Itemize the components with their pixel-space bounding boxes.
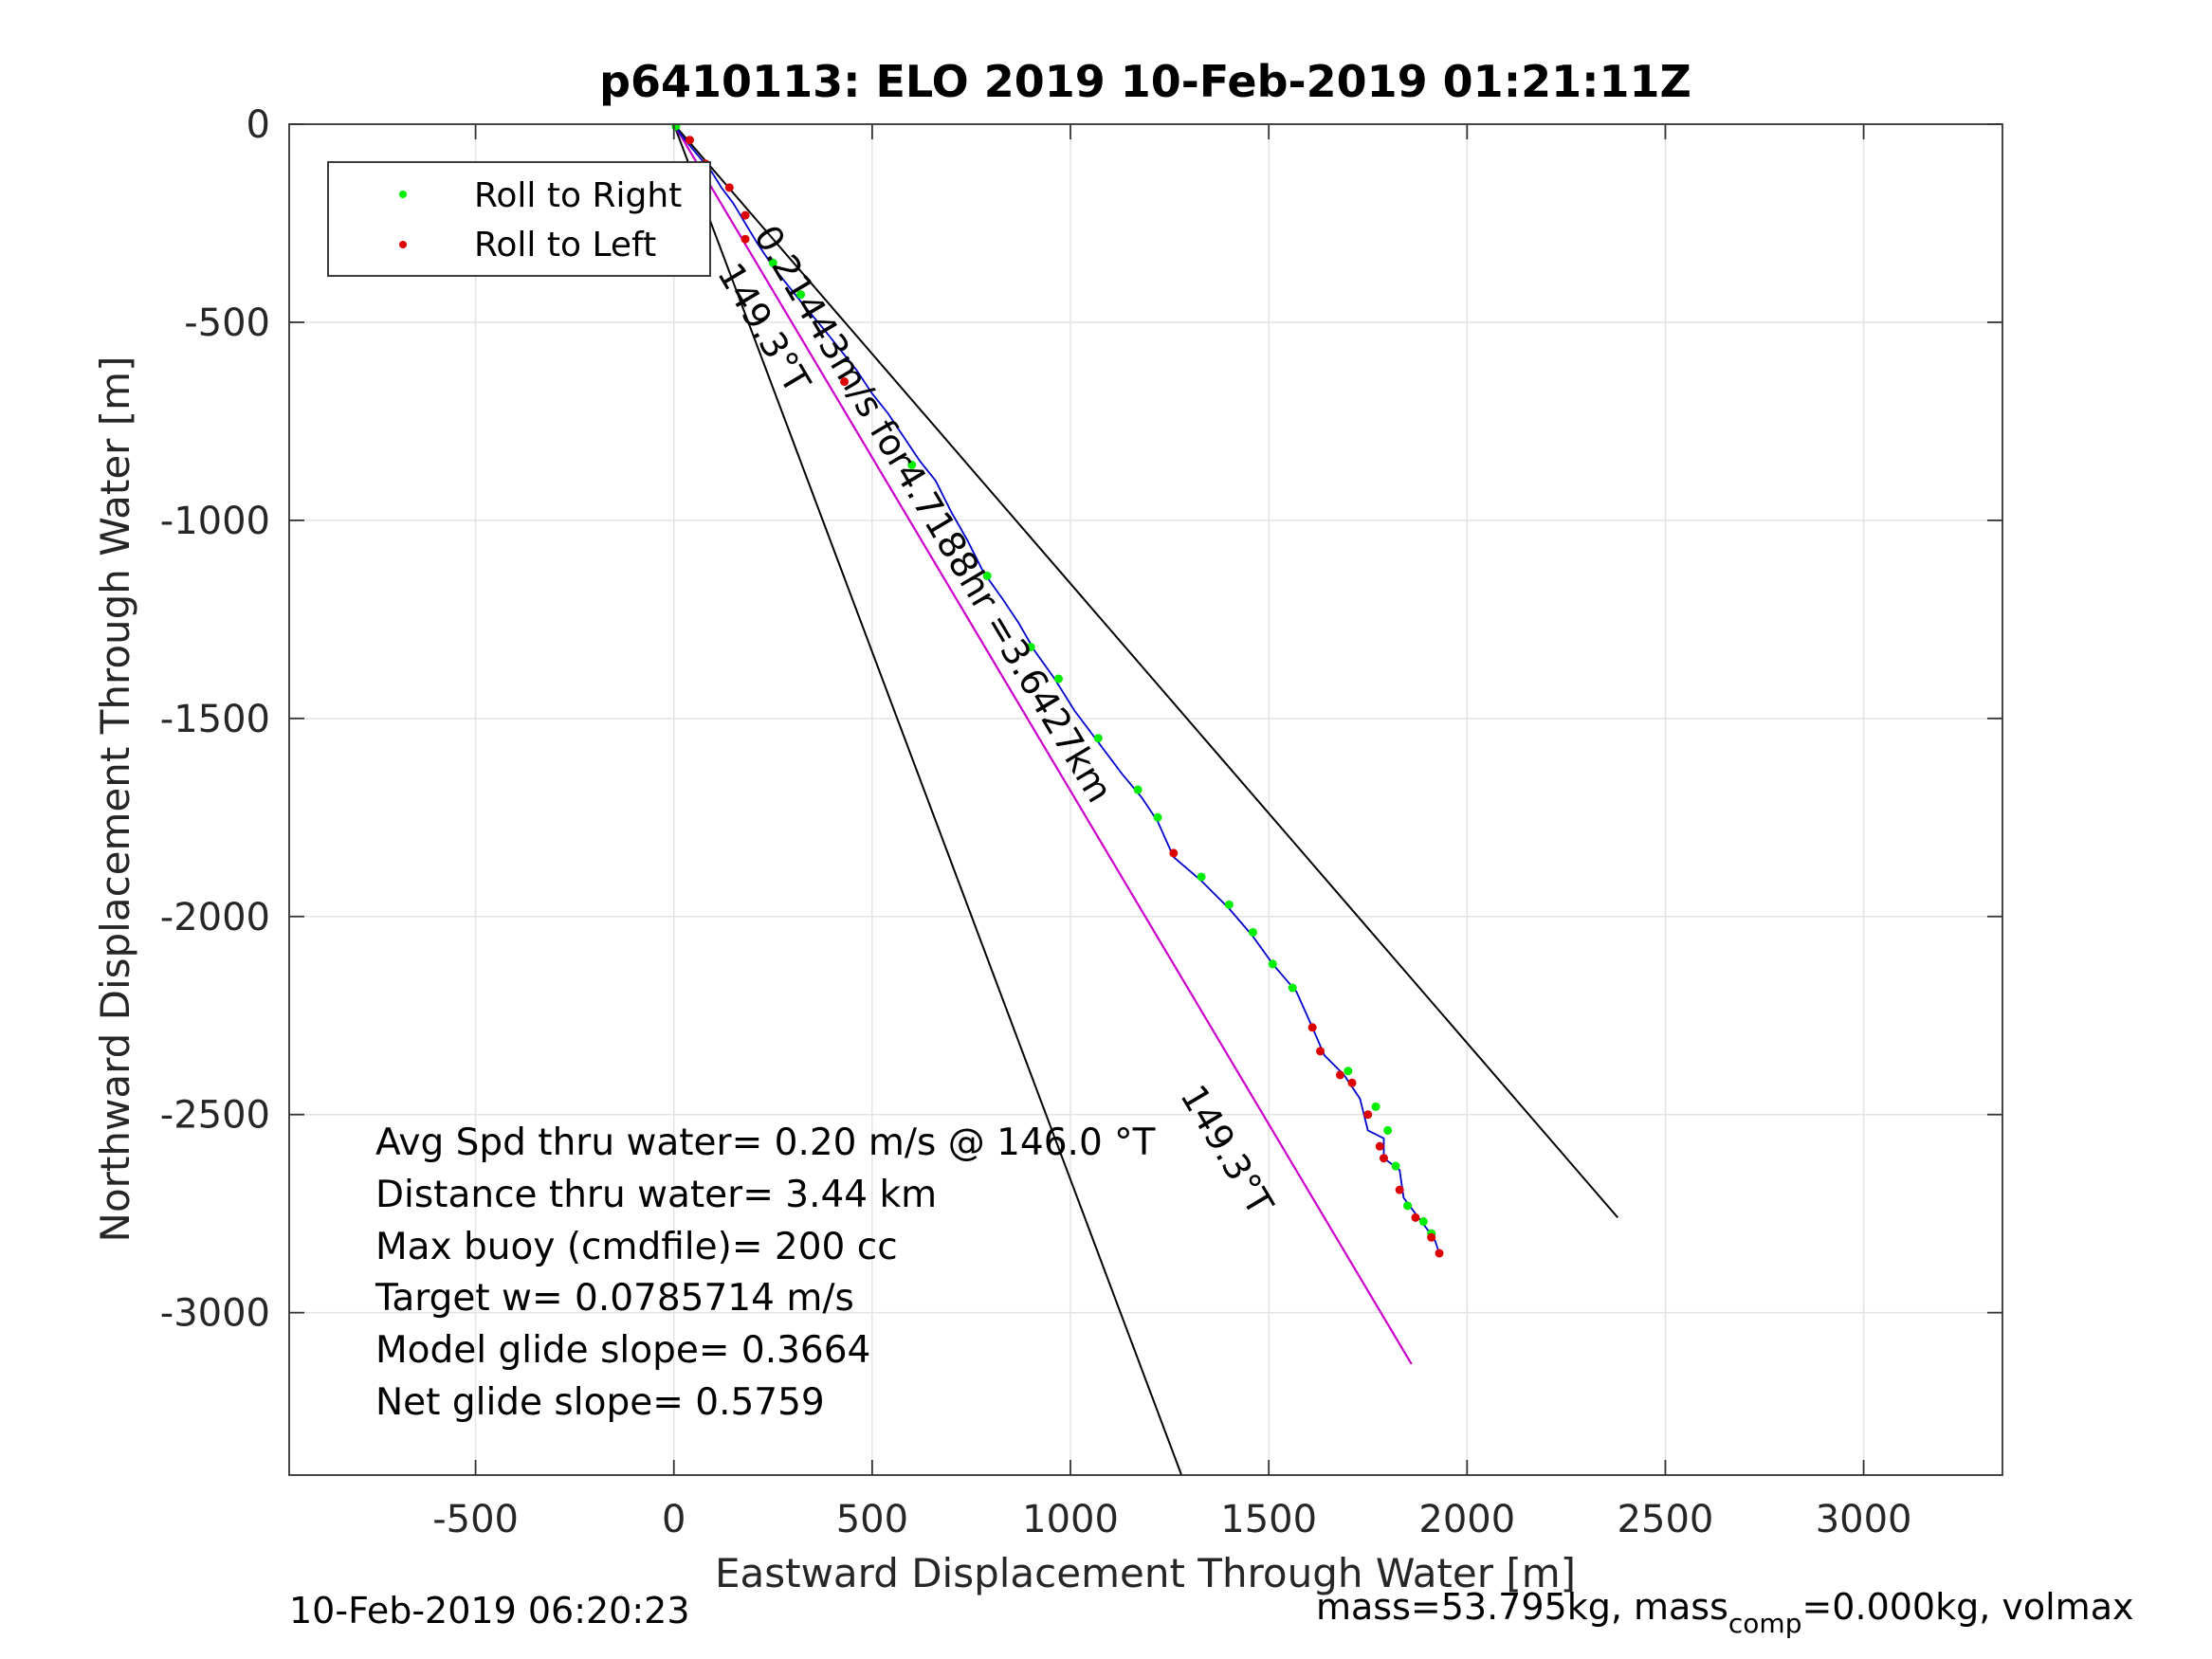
roll-right-point bbox=[1053, 674, 1063, 684]
roll-left-point bbox=[1427, 1232, 1436, 1242]
roll-left-point bbox=[740, 210, 750, 220]
roll-left-point bbox=[740, 234, 750, 244]
x-tick-label: 2500 bbox=[1618, 1498, 1714, 1541]
y-tick-label: -500 bbox=[184, 301, 270, 345]
roll-left-point bbox=[1435, 1249, 1444, 1258]
annotation-max-buoy: Max buoy (cmdfile)= 200 cc bbox=[375, 1226, 898, 1268]
x-tick-label: 2000 bbox=[1418, 1498, 1515, 1541]
heading-bound-line bbox=[672, 124, 1619, 1219]
legend-marker-roll-left bbox=[399, 241, 407, 248]
x-tick-label: 0 bbox=[662, 1498, 686, 1541]
x-tick-label: 1500 bbox=[1220, 1498, 1317, 1541]
roll-right-point bbox=[1026, 643, 1035, 652]
roll-right-point bbox=[1197, 872, 1206, 882]
roll-right-point bbox=[796, 290, 806, 300]
roll-right-point bbox=[671, 124, 681, 131]
roll-points bbox=[671, 124, 1444, 1258]
axis-ticks bbox=[289, 123, 2002, 1475]
footer-mass-suffix: =0.000kg, volmax bbox=[1801, 1586, 2133, 1628]
roll-left-point bbox=[1169, 848, 1179, 858]
roll-left-point bbox=[1411, 1212, 1420, 1222]
grid-lines bbox=[289, 123, 2002, 1475]
roll-right-point bbox=[1248, 927, 1257, 937]
roll-right-point bbox=[1418, 1217, 1428, 1227]
roll-left-point bbox=[1395, 1185, 1404, 1194]
roll-right-point bbox=[1391, 1161, 1400, 1171]
x-tick-label: 500 bbox=[836, 1498, 908, 1541]
rotated-line-labels: 0.21443m/s for4.7188hr =3.6427km149.3°T1… bbox=[709, 218, 1282, 1223]
roll-right-point bbox=[1153, 812, 1162, 822]
roll-left-point bbox=[1335, 1070, 1344, 1080]
roll-right-point bbox=[1268, 959, 1277, 969]
x-tick-label: 3000 bbox=[1816, 1498, 1912, 1541]
roll-left-point bbox=[1379, 1154, 1388, 1163]
footer-mass-info: mass=53.795kg, masscomp=0.000kg, volmax bbox=[1316, 1586, 2133, 1639]
plot-lines bbox=[672, 124, 1619, 1475]
legend-marker-roll-right bbox=[399, 191, 407, 198]
annotation-model-glide-slope: Model glide slope= 0.3664 bbox=[375, 1329, 870, 1372]
y-axis-label: Northward Displacement Through Water [m] bbox=[92, 356, 138, 1243]
roll-left-point bbox=[1363, 1110, 1373, 1120]
y-tick-label: 0 bbox=[247, 103, 270, 147]
y-tick-label: -1000 bbox=[160, 500, 270, 543]
plot-area-frame bbox=[288, 123, 2003, 1476]
annotation-distance: Distance thru water= 3.44 km bbox=[375, 1174, 937, 1216]
x-axis-label: Eastward Displacement Through Water [m] bbox=[715, 1550, 1576, 1596]
annotation-target-w: Target w= 0.0785714 m/s bbox=[375, 1277, 854, 1320]
roll-right-point bbox=[1093, 734, 1103, 743]
roll-left-point bbox=[1375, 1141, 1384, 1151]
roll-right-point bbox=[1383, 1125, 1393, 1135]
footer-timestamp: 10-Feb-2019 06:20:23 bbox=[289, 1590, 690, 1632]
x-tick-labels: -500 0 500 1000 1500 2000 2500 3000 bbox=[432, 1498, 1911, 1541]
roll-right-point bbox=[1403, 1201, 1413, 1211]
x-tick-label: -500 bbox=[432, 1498, 519, 1541]
legend-label-roll-right: Roll to Right bbox=[474, 176, 682, 215]
rotated-line-label: 149.3°T bbox=[1172, 1078, 1281, 1223]
heading-bound-line bbox=[672, 124, 1183, 1475]
roll-right-point bbox=[1344, 1066, 1353, 1076]
annotation-avg-speed: Avg Spd thru water= 0.20 m/s @ 146.0 °T bbox=[375, 1121, 1156, 1164]
roll-left-point bbox=[685, 136, 694, 145]
footer-mass-prefix: mass=53.795kg, mass bbox=[1316, 1586, 1728, 1628]
y-tick-labels: 0 -500 -1000 -1500 -2000 -2500 -3000 bbox=[160, 103, 270, 1336]
roll-left-point bbox=[1307, 1023, 1317, 1032]
stats-annotations: Avg Spd thru water= 0.20 m/s @ 146.0 °T … bbox=[375, 1121, 1156, 1424]
roll-right-point bbox=[768, 258, 777, 267]
mean-displacement-line bbox=[672, 124, 1413, 1365]
roll-right-point bbox=[1224, 900, 1234, 909]
y-tick-label: -2000 bbox=[160, 896, 270, 939]
glider-track-line bbox=[672, 124, 1440, 1254]
roll-left-point bbox=[840, 377, 850, 387]
legend-label-roll-left: Roll to Left bbox=[474, 226, 656, 264]
y-tick-label: -2500 bbox=[160, 1094, 270, 1138]
footer-mass-subscript: comp bbox=[1728, 1608, 1802, 1639]
roll-right-point bbox=[1371, 1102, 1380, 1111]
y-tick-label: -1500 bbox=[160, 698, 270, 741]
y-tick-label: -3000 bbox=[160, 1292, 270, 1336]
annotation-net-glide-slope: Net glide slope= 0.5759 bbox=[375, 1381, 825, 1424]
rotated-line-label: 0.21443m/s for4.7188hr =3.6427km bbox=[746, 218, 1121, 810]
roll-left-point bbox=[1316, 1047, 1325, 1056]
roll-right-point bbox=[1133, 785, 1143, 794]
legend: Roll to Right Roll to Left bbox=[327, 161, 711, 277]
legend-box bbox=[327, 161, 711, 277]
roll-left-point bbox=[724, 183, 734, 192]
roll-left-point bbox=[1347, 1078, 1357, 1087]
chart-title: p6410113: ELO 2019 10-Feb-2019 01:21:11Z bbox=[599, 56, 1691, 107]
roll-right-point bbox=[1288, 983, 1297, 993]
roll-right-point bbox=[907, 460, 917, 469]
roll-right-point bbox=[982, 571, 992, 580]
x-tick-label: 1000 bbox=[1022, 1498, 1119, 1541]
